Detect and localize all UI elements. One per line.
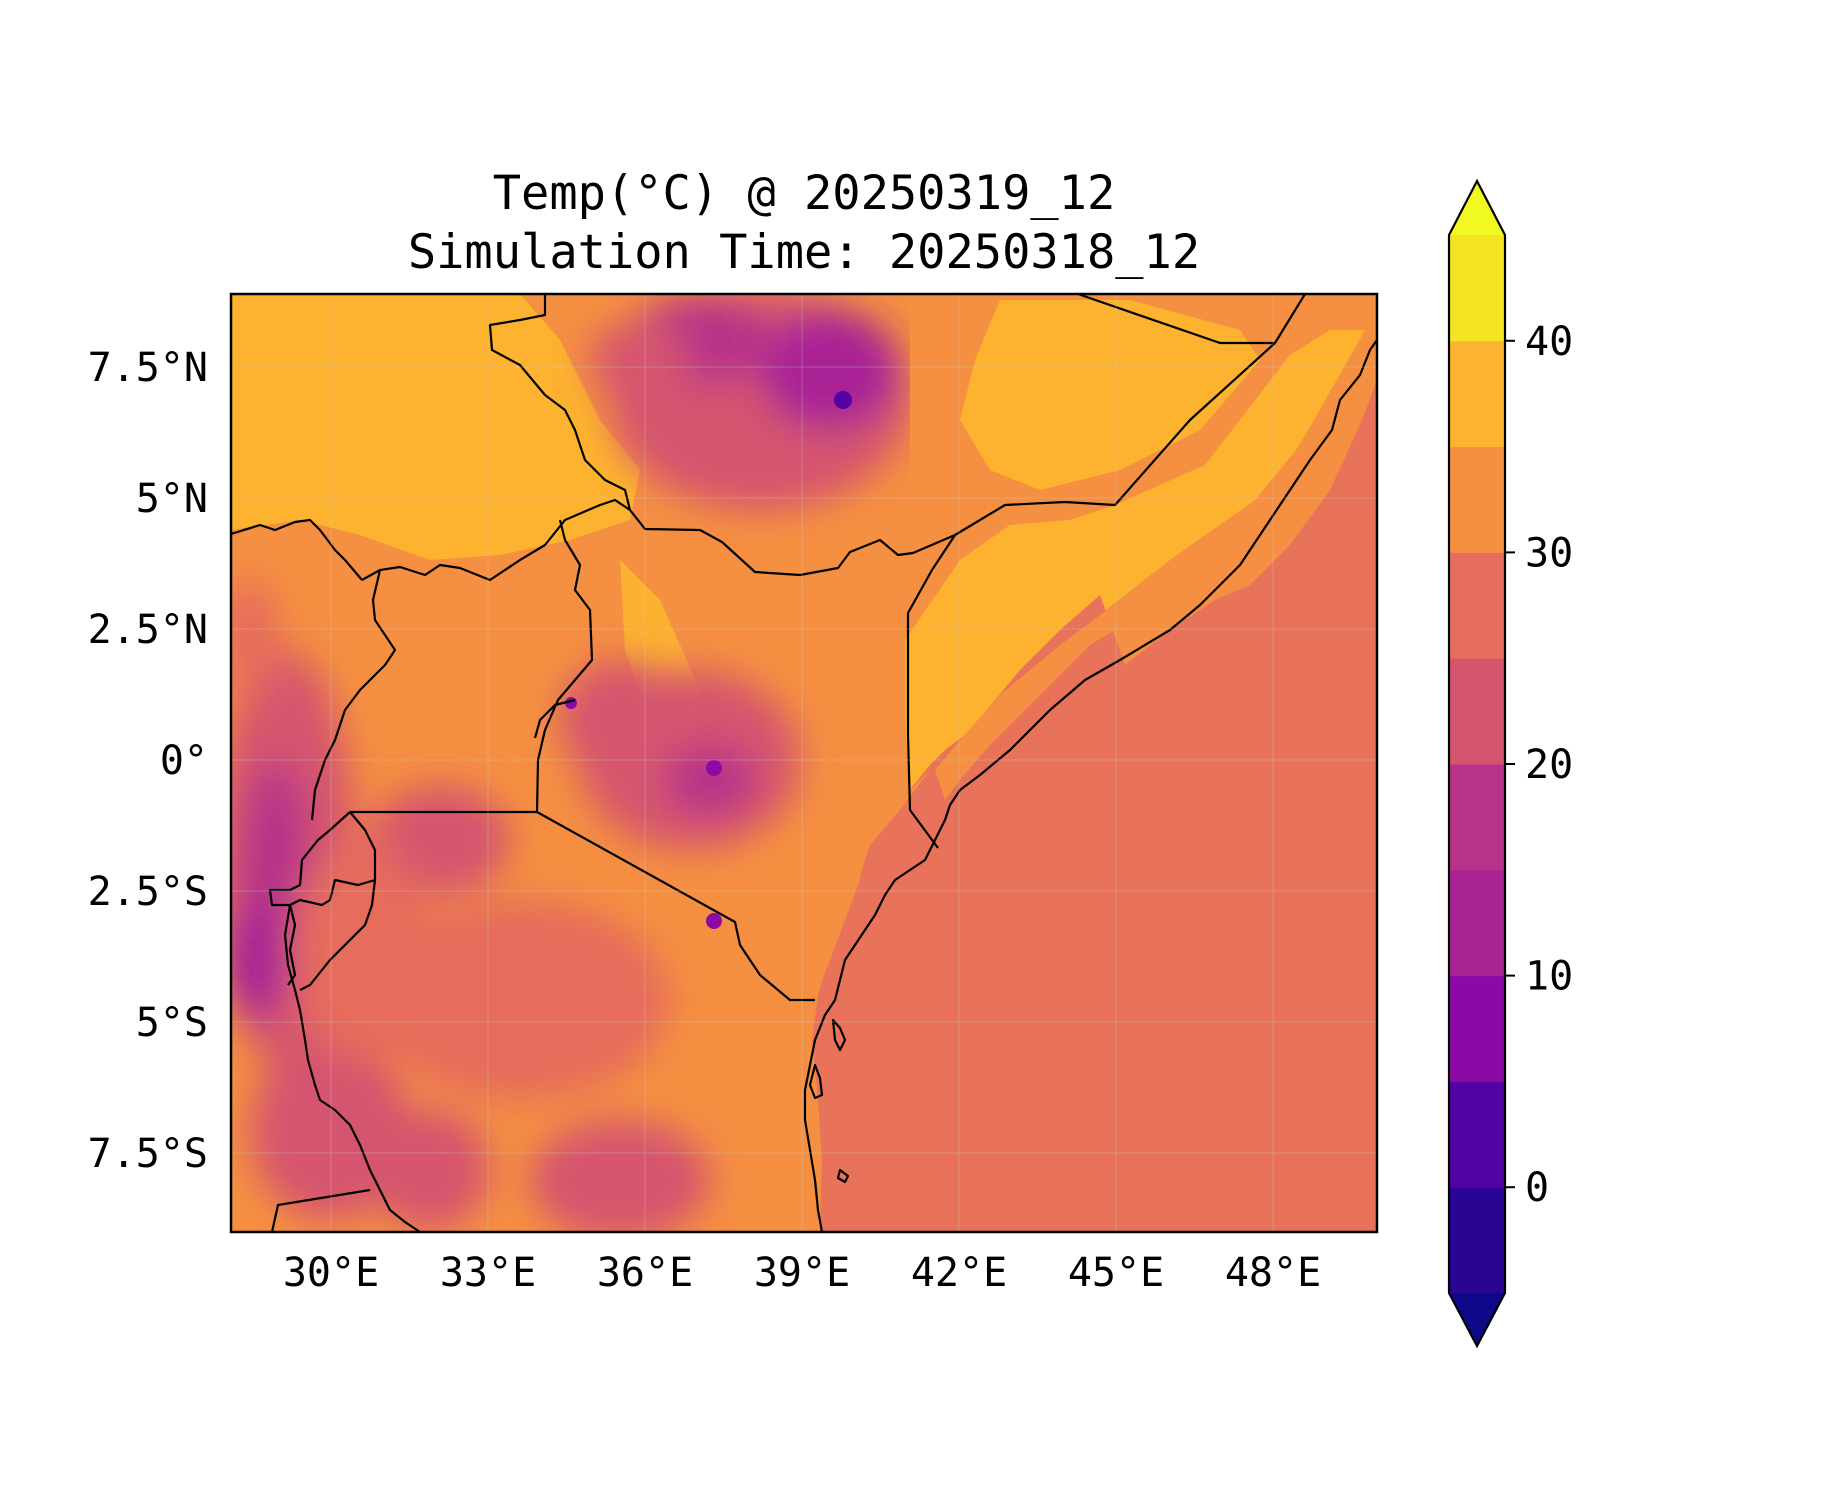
x-tick-labels: 30°E 33°E 36°E 39°E 42°E 45°E 48°E xyxy=(283,1250,1321,1296)
x-tick-label: 45°E xyxy=(1068,1250,1164,1296)
colorbar-band xyxy=(1449,1187,1505,1294)
colorbar: 0 10 20 30 40 xyxy=(1447,178,1573,1349)
x-tick-label: 33°E xyxy=(440,1250,536,1296)
highland-blobs xyxy=(231,294,910,1232)
island-mafia xyxy=(836,1168,850,1184)
border-uganda-drc xyxy=(310,569,397,821)
y-tick-label: 7.5°S xyxy=(88,1131,208,1177)
border-lake-victoria-north xyxy=(533,698,576,739)
colorbar-band xyxy=(1449,446,1505,553)
colorbar-band xyxy=(1449,658,1505,765)
coastline xyxy=(803,339,1377,1232)
border-somalia-ethiopia xyxy=(912,294,1306,555)
x-tick-label: 39°E xyxy=(754,1250,850,1296)
border-rwanda-drc xyxy=(268,811,351,907)
y-tick-label: 7.5°N xyxy=(88,345,208,391)
colorbar-band xyxy=(1449,235,1505,342)
y-tick-label: 2.5°S xyxy=(88,869,208,915)
colorbar-band xyxy=(1449,552,1505,659)
x-tick-label: 48°E xyxy=(1225,1250,1321,1296)
temperature-map xyxy=(231,294,1377,1232)
borders xyxy=(231,294,1377,1232)
gridlines xyxy=(231,294,1377,1232)
cold-spot-mt-kenya xyxy=(706,760,722,776)
colorbar-outline xyxy=(1447,178,1507,1349)
y-tick-label: 2.5°N xyxy=(88,607,208,653)
y-tick-label: 5°N xyxy=(136,476,208,522)
border-southsudan-ethiopia xyxy=(488,294,632,511)
border-tanzania-drc-lake-tanganyika xyxy=(283,904,421,1232)
border-kenya-ethiopia xyxy=(544,498,914,577)
colorbar-band xyxy=(1449,869,1505,977)
x-tick-label: 36°E xyxy=(597,1250,693,1296)
cold-spot-ethiopia xyxy=(834,391,852,409)
colorbar-tick-label: 0 xyxy=(1525,1165,1549,1211)
colorbar-extend-top xyxy=(1449,181,1505,235)
island-zanzibar xyxy=(808,1063,824,1100)
border-tanzania-burundi-east xyxy=(299,879,377,991)
indian-ocean xyxy=(810,294,1377,1232)
border-somalia-kenya xyxy=(906,534,956,849)
colorbar-band xyxy=(1449,1081,1505,1188)
y-tick-labels: 7.5°N 5°N 2.5°N 0° 2.5°S 5°S 7.5°S xyxy=(88,345,208,1177)
border-rwanda-burundi xyxy=(287,811,377,986)
hot-region-north xyxy=(231,294,640,560)
border-southsudan-uganda xyxy=(361,544,546,582)
border-kenya-tanzania xyxy=(536,811,815,1002)
hot-region-northeast xyxy=(960,300,1260,490)
hot-region-east xyxy=(905,330,1365,825)
map-frame xyxy=(229,292,1379,1234)
island-pemba xyxy=(831,1018,847,1052)
colorbar-extend-bottom xyxy=(1449,1293,1505,1346)
colorbar-tick-label: 10 xyxy=(1525,954,1573,1000)
y-tick-label: 0° xyxy=(160,738,208,784)
border-tanzania-zambia xyxy=(270,1188,371,1232)
chart-title-line1: Temp(°C) @ 20250319_12 xyxy=(493,166,1116,221)
colorbar-band xyxy=(1449,975,1505,1082)
colorbar-band xyxy=(1449,340,1505,448)
somali-coastal-strip xyxy=(935,335,1377,800)
colorbar-tick-label: 40 xyxy=(1525,319,1573,365)
border-uganda-kenya xyxy=(535,519,594,813)
border-north xyxy=(1077,294,1275,345)
border-drc-southsudan xyxy=(231,518,363,581)
x-tick-label: 42°E xyxy=(911,1250,1007,1296)
x-tick-label: 30°E xyxy=(283,1250,379,1296)
colorbar-ticks: 0 10 20 30 40 xyxy=(1505,319,1573,1211)
tanzania-coastal-strip xyxy=(800,770,930,1232)
colorbar-bands xyxy=(1449,235,1505,1294)
cold-spot-kilimanjaro xyxy=(706,913,722,929)
colorbar-tick-label: 30 xyxy=(1525,530,1573,576)
chart-title-line2: Simulation Time: 20250318_12 xyxy=(408,225,1200,280)
y-tick-label: 5°S xyxy=(136,1000,208,1046)
colorbar-band xyxy=(1449,764,1505,871)
colorbar-tick-label: 20 xyxy=(1525,742,1573,788)
